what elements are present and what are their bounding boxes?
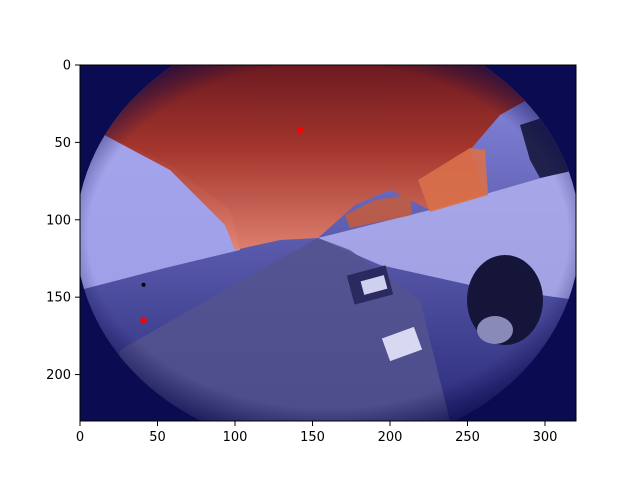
x-tick-label: 250 [455,430,480,445]
y-tick-label: 50 [54,136,71,151]
y-tick-label: 100 [46,213,71,228]
y-axis: 0 50 100 150 200 [46,59,80,383]
point-marker [296,126,304,134]
x-tick-label: 150 [300,430,325,445]
y-tick-label: 0 [63,59,71,74]
image-area [80,65,576,421]
x-axis: 0 50 100 150 200 250 300 [76,421,558,445]
axes-frame [79,64,577,422]
lens-vignette [80,65,576,421]
x-tick-label: 50 [149,430,166,445]
x-tick-label: 100 [223,430,248,445]
y-tick-label: 200 [46,368,71,383]
point-marker [141,282,146,287]
x-tick-label: 0 [76,430,84,445]
y-tick-label: 150 [46,291,71,306]
x-tick-label: 200 [378,430,403,445]
markers-layer [140,126,304,324]
point-marker [140,317,147,324]
x-tick-label: 300 [533,430,558,445]
